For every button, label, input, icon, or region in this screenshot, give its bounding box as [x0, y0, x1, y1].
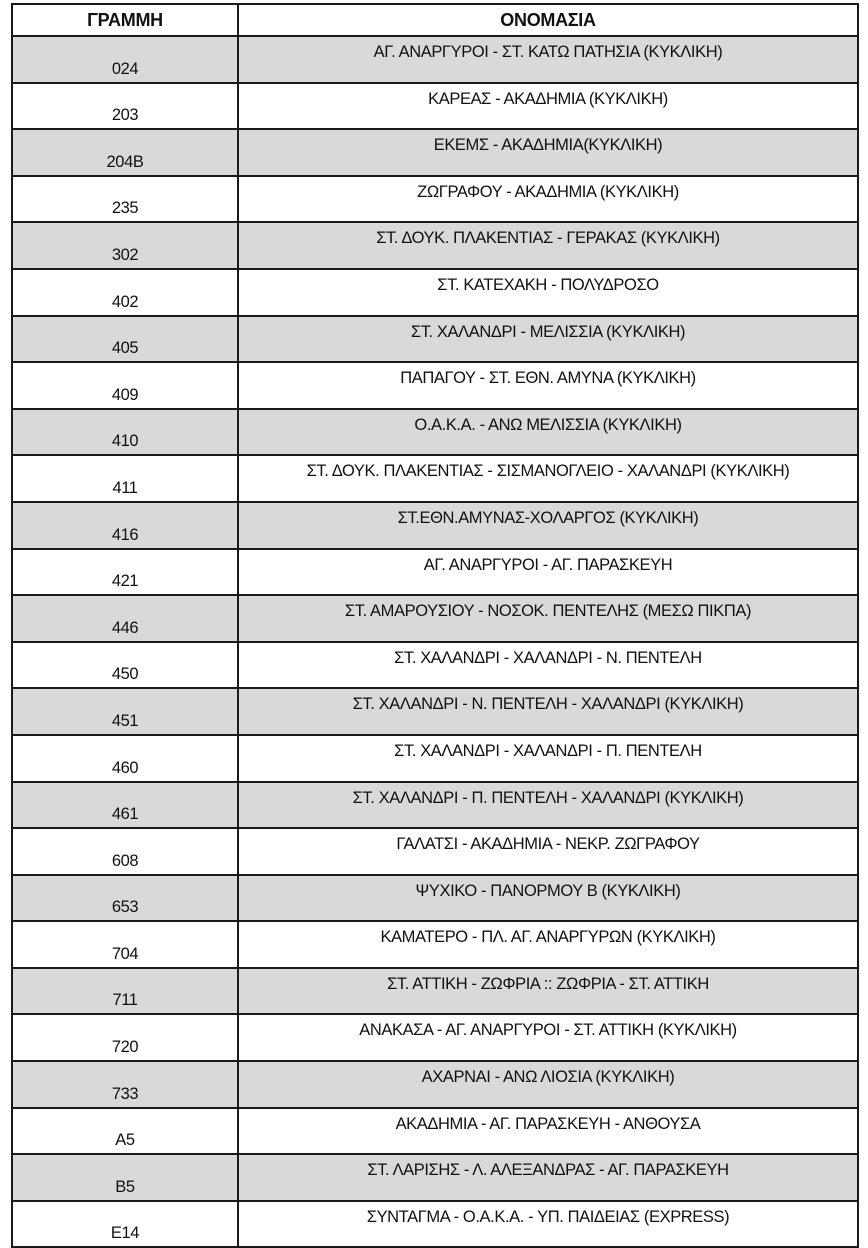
table-row: 235 ΖΩΓΡΑΦΟΥ - ΑΚΑΔΗΜΙΑ (ΚΥΚΛΙΚΗ): [11, 174, 859, 224]
line-code: Ε14: [11, 1199, 239, 1248]
table-row: 460 ΣΤ. ΧΑΛΑΝΔΡΙ - ΧΑΛΑΝΔΡΙ - Π. ΠΕΝΤΕΛΗ: [11, 733, 859, 783]
line-name: ΓΑΛΑΤΣΙ - ΑΚΑΔΗΜΙΑ - ΝΕΚΡ. ΖΩΓΡΑΦΟΥ: [237, 827, 859, 876]
line-name: ΨΥΧΙΚΟ - ΠΑΝΟΡΜΟΥ Β (ΚΥΚΛΙΚΗ): [237, 873, 859, 923]
table-row: 461 ΣΤ. ΧΑΛΑΝΔΡΙ - Π. ΠΕΝΤΕΛΗ - ΧΑΛΑΝΔΡΙ …: [11, 780, 859, 830]
line-code: 653: [11, 873, 239, 923]
line-code: 608: [11, 827, 239, 876]
line-code: Β5: [11, 1153, 239, 1202]
table-row: 608 ΓΑΛΑΤΣΙ - ΑΚΑΔΗΜΙΑ - ΝΕΚΡ. ΖΩΓΡΑΦΟΥ: [11, 827, 859, 876]
line-name: ΣΤ. ΧΑΛΑΝΔΡΙ - Π. ΠΕΝΤΕΛΗ - ΧΑΛΑΝΔΡΙ (ΚΥ…: [237, 780, 859, 830]
table-row: 024 ΑΓ. ΑΝΑΡΓΥΡΟΙ - ΣΤ. ΚΑΤΩ ΠΑΤΗΣΙΑ (ΚΥΚ…: [11, 35, 859, 84]
line-code: 451: [11, 687, 239, 736]
line-name: ΚΑΡΕΑΣ - ΑΚΑΔΗΜΙΑ (ΚΥΚΛΙΚΗ): [237, 81, 859, 131]
line-name: ΑΓ. ΑΝΑΡΓΥΡΟΙ - ΣΤ. ΚΑΤΩ ΠΑΤΗΣΙΑ (ΚΥΚΛΙΚ…: [237, 35, 859, 84]
header-row: ΓΡΑΜΜΗ ΟΝΟΜΑΣΙΑ: [11, 3, 859, 37]
line-name: ΑΚΑΔΗΜΙΑ - ΑΓ. ΠΑΡΑΣΚΕΥΗ - ΑΝΘΟΥΣΑ: [237, 1106, 859, 1156]
line-code: 711: [11, 966, 239, 1016]
line-code: 720: [11, 1013, 239, 1063]
table-row: 653 ΨΥΧΙΚΟ - ΠΑΝΟΡΜΟΥ Β (ΚΥΚΛΙΚΗ): [11, 873, 859, 923]
line-code: 024: [11, 35, 239, 84]
line-name: ΕΚΕΜΣ - ΑΚΑΔΗΜΙΑ(ΚΥΚΛΙΚΗ): [237, 128, 859, 177]
line-name: ΣΤ. ΑΜΑΡΟΥΣΙΟΥ - ΝΟΣΟΚ. ΠΕΝΤΕΛΗΣ (ΜΕΣΩ Π…: [237, 594, 859, 643]
table-row: 405 ΣΤ. ΧΑΛΑΝΔΡΙ - ΜΕΛΙΣΣΙΑ (ΚΥΚΛΙΚΗ): [11, 314, 859, 364]
table-row: 203 ΚΑΡΕΑΣ - ΑΚΑΔΗΜΙΑ (ΚΥΚΛΙΚΗ): [11, 81, 859, 131]
line-code: 461: [11, 780, 239, 830]
line-code: 704: [11, 920, 239, 969]
table-row: 711 ΣΤ. ΑΤΤΙΚΗ - ΖΩΦΡΙΑ :: ΖΩΦΡΙΑ - ΣΤ. Α…: [11, 966, 859, 1016]
line-code: 416: [11, 500, 239, 550]
line-name: ΣΤ. ΧΑΛΑΝΔΡΙ - ΧΑΛΑΝΔΡΙ - Ν. ΠΕΝΤΕΛΗ: [237, 640, 859, 690]
table-row: 704 ΚΑΜΑΤΕΡΟ - ΠΛ. ΑΓ. ΑΝΑΡΓΥΡΩΝ (ΚΥΚΛΙΚΗ…: [11, 920, 859, 969]
line-name: ΑΝΑΚΑΣΑ - ΑΓ. ΑΝΑΡΓΥΡΟΙ - ΣΤ. ΑΤΤΙΚΗ (ΚΥ…: [237, 1013, 859, 1063]
table-row: 402 ΣΤ. ΚΑΤΕΧΑΚΗ - ΠΟΛΥΔΡΟΣΟ: [11, 267, 859, 317]
line-name: ΣΤ. ΚΑΤΕΧΑΚΗ - ΠΟΛΥΔΡΟΣΟ: [237, 267, 859, 317]
table-row: 416 ΣΤ.ΕΘΝ.ΑΜΥΝΑΣ-ΧΟΛΑΡΓΟΣ (ΚΥΚΛΙΚΗ): [11, 500, 859, 550]
table-row: 204Β ΕΚΕΜΣ - ΑΚΑΔΗΜΙΑ(ΚΥΚΛΙΚΗ): [11, 128, 859, 177]
line-name: ΑΧΑΡΝΑΙ - ΑΝΩ ΛΙΟΣΙΑ (ΚΥΚΛΙΚΗ): [237, 1060, 859, 1109]
table-row: Ε14 ΣΥΝΤΑΓΜΑ - Ο.Α.Κ.Α. - ΥΠ. ΠΑΙΔΕΙΑΣ (E…: [11, 1199, 859, 1248]
line-name: ΣΤ. ΧΑΛΑΝΔΡΙ - ΧΑΛΑΝΔΡΙ - Π. ΠΕΝΤΕΛΗ: [237, 733, 859, 783]
line-name: Ο.Α.Κ.Α. - ΑΝΩ ΜΕΛΙΣΣΙΑ (ΚΥΚΛΙΚΗ): [237, 407, 859, 457]
line-name: ΣΤ. ΧΑΛΑΝΔΡΙ - Ν. ΠΕΝΤΕΛΗ - ΧΑΛΑΝΔΡΙ (ΚΥ…: [237, 687, 859, 736]
line-name: ΣΤ. ΔΟΥΚ. ΠΛΑΚΕΝΤΙΑΣ - ΓΕΡΑΚΑΣ (ΚΥΚΛΙΚΗ): [237, 221, 859, 270]
line-name: ΖΩΓΡΑΦΟΥ - ΑΚΑΔΗΜΙΑ (ΚΥΚΛΙΚΗ): [237, 174, 859, 224]
line-name: ΣΤ.ΕΘΝ.ΑΜΥΝΑΣ-ΧΟΛΑΡΓΟΣ (ΚΥΚΛΙΚΗ): [237, 500, 859, 550]
line-code: 411: [11, 454, 239, 503]
line-code: 450: [11, 640, 239, 690]
table-row: 720 ΑΝΑΚΑΣΑ - ΑΓ. ΑΝΑΡΓΥΡΟΙ - ΣΤ. ΑΤΤΙΚΗ …: [11, 1013, 859, 1063]
line-name: ΚΑΜΑΤΕΡΟ - ΠΛ. ΑΓ. ΑΝΑΡΓΥΡΩΝ (ΚΥΚΛΙΚΗ): [237, 920, 859, 969]
table-row: 421 ΑΓ. ΑΝΑΡΓΥΡΟΙ - ΑΓ. ΠΑΡΑΣΚΕΥΗ: [11, 547, 859, 597]
line-name: ΣΤ. ΑΤΤΙΚΗ - ΖΩΦΡΙΑ :: ΖΩΦΡΙΑ - ΣΤ. ΑΤΤΙ…: [237, 966, 859, 1016]
table-row: 409 ΠΑΠΑΓΟΥ - ΣΤ. ΕΘΝ. ΑΜΥΝΑ (ΚΥΚΛΙΚΗ): [11, 361, 859, 410]
table-row: Β5 ΣΤ. ΛΑΡΙΣΗΣ - Λ. ΑΛΕΞΑΝΔΡΑΣ - ΑΓ. ΠΑΡΑ…: [11, 1153, 859, 1202]
table-row: 450 ΣΤ. ΧΑΛΑΝΔΡΙ - ΧΑΛΑΝΔΡΙ - Ν. ΠΕΝΤΕΛΗ: [11, 640, 859, 690]
line-code: 421: [11, 547, 239, 597]
line-code: 446: [11, 594, 239, 643]
line-code: 733: [11, 1060, 239, 1109]
bus-lines-table: ΓΡΑΜΜΗ ΟΝΟΜΑΣΙΑ 024 ΑΓ. ΑΝΑΡΓΥΡΟΙ - ΣΤ. Κ…: [11, 3, 859, 1248]
line-name: ΣΤ. ΧΑΛΑΝΔΡΙ - ΜΕΛΙΣΣΙΑ (ΚΥΚΛΙΚΗ): [237, 314, 859, 364]
line-name: ΠΑΠΑΓΟΥ - ΣΤ. ΕΘΝ. ΑΜΥΝΑ (ΚΥΚΛΙΚΗ): [237, 361, 859, 410]
line-code: 235: [11, 174, 239, 224]
table-row: Α5 ΑΚΑΔΗΜΙΑ - ΑΓ. ΠΑΡΑΣΚΕΥΗ - ΑΝΘΟΥΣΑ: [11, 1106, 859, 1156]
line-code: 204Β: [11, 128, 239, 177]
table-row: 302 ΣΤ. ΔΟΥΚ. ΠΛΑΚΕΝΤΙΑΣ - ΓΕΡΑΚΑΣ (ΚΥΚΛΙ…: [11, 221, 859, 270]
line-name: ΣΥΝΤΑΓΜΑ - Ο.Α.Κ.Α. - ΥΠ. ΠΑΙΔΕΙΑΣ (EXPR…: [237, 1199, 859, 1248]
header-line: ΓΡΑΜΜΗ: [11, 3, 239, 37]
line-code: 460: [11, 733, 239, 783]
line-code: 302: [11, 221, 239, 270]
table-row: 451 ΣΤ. ΧΑΛΑΝΔΡΙ - Ν. ΠΕΝΤΕΛΗ - ΧΑΛΑΝΔΡΙ …: [11, 687, 859, 736]
line-name: ΣΤ. ΛΑΡΙΣΗΣ - Λ. ΑΛΕΞΑΝΔΡΑΣ - ΑΓ. ΠΑΡΑΣΚ…: [237, 1153, 859, 1202]
line-code: 409: [11, 361, 239, 410]
table-row: 733 ΑΧΑΡΝΑΙ - ΑΝΩ ΛΙΟΣΙΑ (ΚΥΚΛΙΚΗ): [11, 1060, 859, 1109]
line-name: ΑΓ. ΑΝΑΡΓΥΡΟΙ - ΑΓ. ΠΑΡΑΣΚΕΥΗ: [237, 547, 859, 597]
line-code: 203: [11, 81, 239, 131]
line-name: ΣΤ. ΔΟΥΚ. ΠΛΑΚΕΝΤΙΑΣ - ΣΙΣΜΑΝΟΓΛΕΙΟ - ΧΑ…: [237, 454, 859, 503]
table-row: 411 ΣΤ. ΔΟΥΚ. ΠΛΑΚΕΝΤΙΑΣ - ΣΙΣΜΑΝΟΓΛΕΙΟ -…: [11, 454, 859, 503]
table-row: 410 Ο.Α.Κ.Α. - ΑΝΩ ΜΕΛΙΣΣΙΑ (ΚΥΚΛΙΚΗ): [11, 407, 859, 457]
line-code: 402: [11, 267, 239, 317]
line-code: 405: [11, 314, 239, 364]
header-name: ΟΝΟΜΑΣΙΑ: [237, 3, 859, 37]
line-code: 410: [11, 407, 239, 457]
table-row: 446 ΣΤ. ΑΜΑΡΟΥΣΙΟΥ - ΝΟΣΟΚ. ΠΕΝΤΕΛΗΣ (ΜΕΣ…: [11, 594, 859, 643]
line-code: Α5: [11, 1106, 239, 1156]
